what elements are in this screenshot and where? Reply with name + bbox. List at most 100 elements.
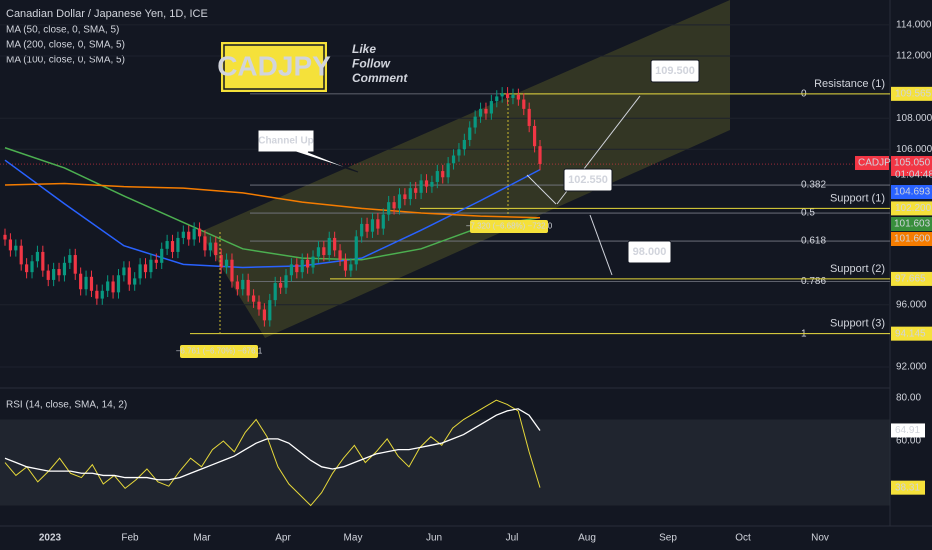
candle: [376, 213, 380, 235]
candle: [354, 230, 358, 271]
candle-body: [333, 237, 337, 251]
candle: [208, 236, 212, 257]
candle: [284, 269, 288, 294]
candle-body: [89, 276, 94, 291]
candle: [500, 87, 504, 103]
candle: [532, 119, 537, 153]
candle-body: [230, 259, 234, 282]
candle-body: [8, 239, 13, 251]
fib-label: 0.618: [801, 236, 826, 247]
candle: [219, 248, 223, 274]
candle: [187, 225, 191, 246]
channel-label: Channel Up: [258, 136, 314, 147]
candle: [457, 143, 461, 162]
candle: [192, 222, 196, 246]
candle-body: [446, 163, 450, 178]
level-tag-text: 102.200: [895, 203, 932, 214]
candle: [197, 222, 202, 243]
fib-label: 0.5: [801, 208, 815, 219]
cta-text: Comment: [352, 71, 408, 85]
rsi-tag-text: 38.31: [895, 482, 920, 493]
moving-average: [4, 147, 541, 261]
price-tag-text: 104.693: [894, 187, 931, 198]
candle: [30, 255, 34, 279]
candle-body: [284, 275, 288, 288]
candle: [251, 289, 256, 308]
rsi-sma: [4, 408, 541, 481]
rsi-tag: [891, 480, 925, 495]
candle-body: [14, 245, 18, 251]
candle-body: [19, 245, 23, 265]
price-tick-label: 112.000: [896, 51, 932, 62]
candle-body: [484, 108, 488, 114]
candle: [160, 242, 164, 270]
callout-bubble: [257, 129, 359, 173]
candle: [14, 239, 18, 257]
candle: [522, 93, 526, 116]
candle: [138, 258, 142, 285]
candle-body: [138, 264, 142, 279]
candle: [273, 276, 277, 307]
time-label: Nov: [811, 533, 829, 544]
measure-text: −7.320 (−6.68%) −732.0: [466, 222, 553, 231]
measure-box: [470, 220, 548, 233]
level-tag: [891, 86, 932, 101]
candle-body: [160, 248, 164, 263]
candle-body: [62, 262, 67, 276]
candle-body: [73, 255, 77, 274]
candle: [224, 253, 229, 274]
candle-body: [268, 300, 272, 321]
candle: [154, 253, 158, 270]
candle: [441, 164, 445, 184]
price-tick-label: 106.000: [896, 144, 932, 155]
candle: [8, 233, 13, 257]
candle-body: [257, 301, 261, 310]
target-box: [650, 59, 700, 83]
time-label: Jul: [506, 533, 519, 544]
candle-body: [392, 202, 396, 209]
candle: [468, 121, 472, 147]
candle-body: [419, 180, 423, 193]
price-tag-text: 101.603: [894, 219, 931, 230]
candle-body: [197, 228, 202, 237]
candle: [57, 262, 61, 282]
cta-text: Follow: [352, 57, 391, 71]
candle-body: [122, 267, 126, 276]
candle-body: [376, 219, 380, 229]
candle: [73, 248, 77, 280]
candle-body: [495, 96, 499, 102]
candle: [338, 244, 342, 266]
candle: [68, 248, 72, 270]
time-label: Feb: [121, 533, 139, 544]
candle: [268, 293, 272, 327]
moving-average: [4, 159, 541, 269]
candle-body: [262, 309, 266, 321]
level-name: Support (3): [830, 318, 885, 330]
candle: [106, 275, 110, 298]
time-label: Aug: [578, 533, 596, 544]
candle: [235, 275, 239, 296]
time-label: 2023: [39, 533, 62, 544]
candle-body: [25, 264, 29, 273]
candle-body: [387, 202, 391, 215]
candle: [397, 188, 402, 215]
candle: [311, 250, 315, 274]
candle-body: [203, 236, 207, 251]
candle-body: [241, 279, 245, 290]
cta-text: Like: [352, 42, 376, 56]
candle-body: [327, 237, 331, 256]
candle-body: [133, 278, 137, 285]
symbol-title: Canadian Dollar / Japanese Yen, 1D, ICE: [6, 8, 208, 20]
candle-body: [111, 281, 115, 293]
candle-body: [181, 231, 185, 238]
candle-body: [316, 247, 321, 257]
price-tag: [891, 217, 932, 231]
candle: [127, 261, 131, 291]
time-label: Oct: [735, 533, 751, 544]
level-tag: [891, 271, 932, 286]
candle: [176, 231, 180, 259]
indicator-label: MA (100, close, 0, SMA, 5): [6, 55, 125, 66]
target-text: 109.500: [655, 65, 695, 77]
candle-body: [100, 290, 104, 299]
fib-label: 0.786: [801, 276, 826, 287]
